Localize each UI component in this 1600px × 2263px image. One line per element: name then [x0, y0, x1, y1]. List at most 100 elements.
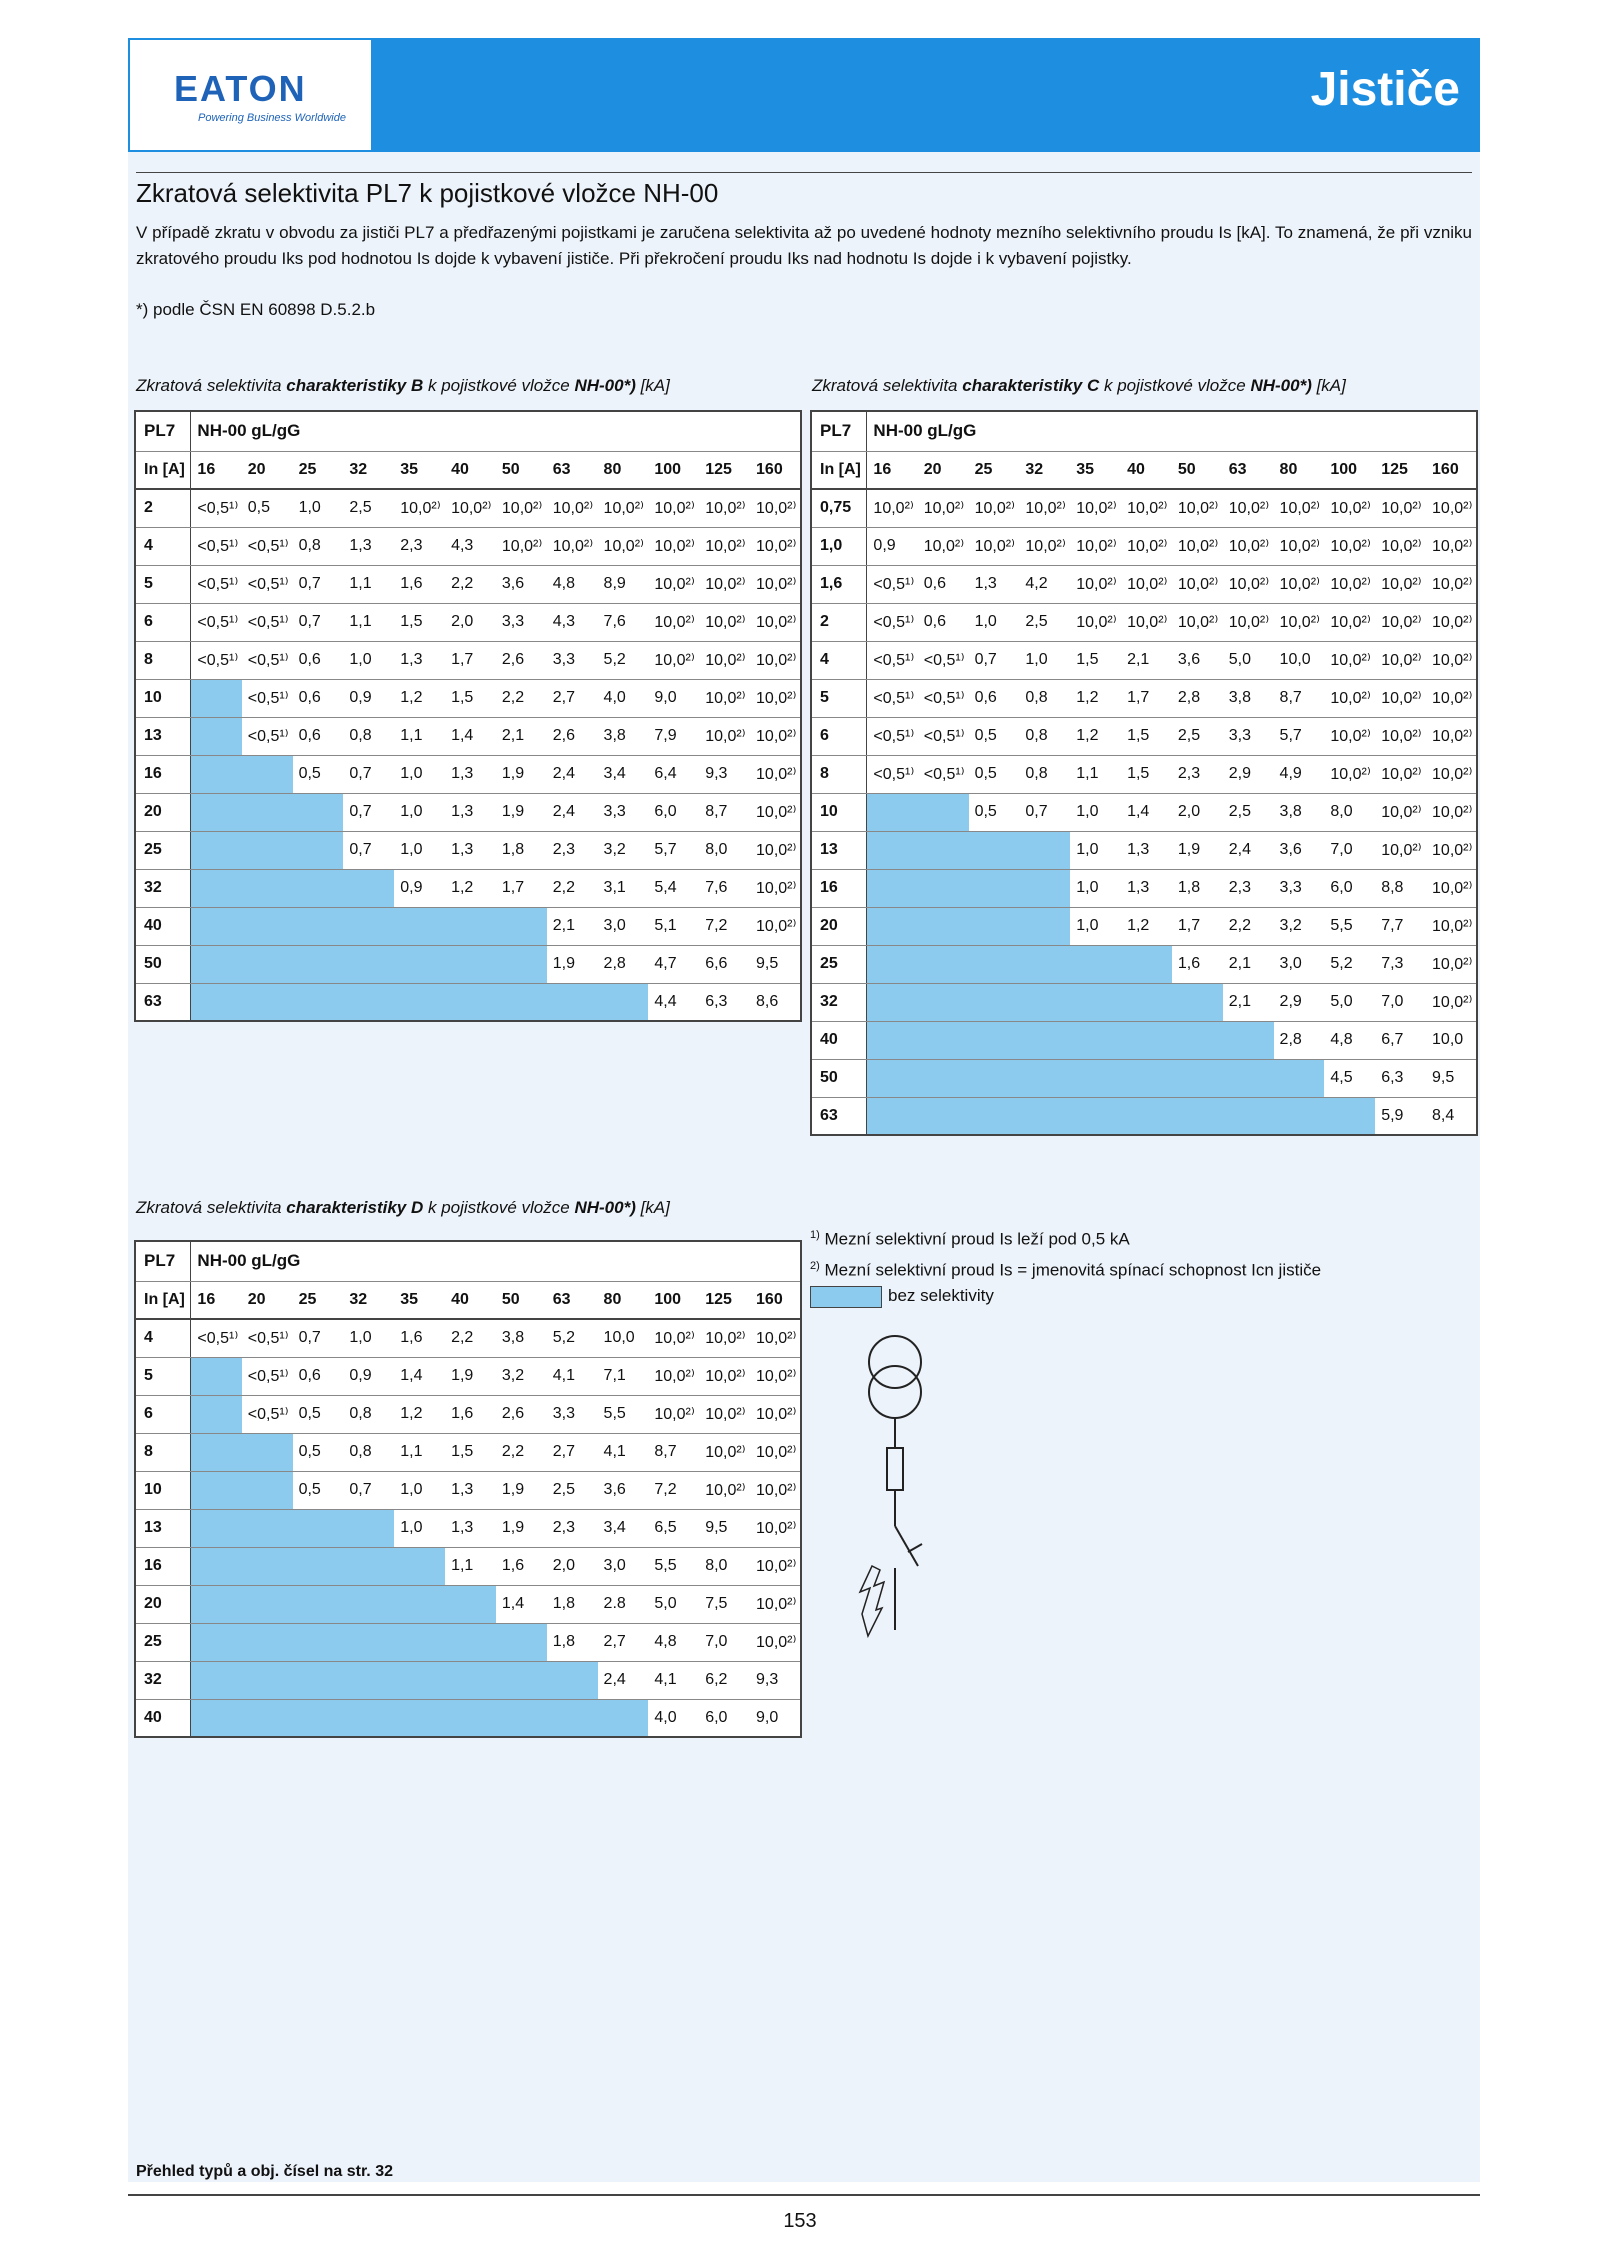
column-header: 32 [343, 451, 395, 490]
table-row: 40 2,1 3,0 5,1 7,2 10,0²⁾ [135, 907, 801, 946]
section-title: Jističe [1310, 63, 1460, 116]
value-cell: <0,5¹⁾ [866, 603, 918, 642]
value-cell: 10,0²⁾ [1070, 527, 1122, 566]
value-cell: 2,8 [597, 945, 649, 984]
value-cell: 6,7 [1375, 1021, 1427, 1060]
value-cell: <0,5¹⁾ [190, 527, 242, 566]
value-cell: 10,0²⁾ [1426, 489, 1477, 528]
value-cell: 1,0 [343, 641, 395, 680]
value-cell: 1,3 [343, 527, 395, 566]
column-header-row: In [A] 16 20 25 32 35 40 50 63 80 100 125 160 [811, 451, 1477, 490]
value-cell: 1,5 [1070, 641, 1122, 680]
value-cell: 2,3 [1222, 869, 1274, 908]
value-cell: 10,0²⁾ [1070, 603, 1122, 642]
row-header: 40 [135, 1699, 192, 1738]
row-header: 13 [135, 717, 192, 756]
header-row: PL7 NH-00 gL/gG [135, 1241, 801, 1282]
table-row: 6 <0,5¹⁾ <0,5¹⁾ 0,7 1,1 1,5 2,0 3,3 4,3 7,6 10,0²⁾… [135, 603, 801, 642]
value-cell: 5,5 [648, 1547, 700, 1586]
value-cell: 2.8 [597, 1585, 649, 1624]
value-cell: 0,5 [292, 755, 344, 794]
row-header: 20 [811, 907, 868, 946]
value-cell: 0,8 [1019, 755, 1071, 794]
value-cell: 1,0 [1070, 831, 1122, 870]
row-header: 16 [135, 1547, 192, 1586]
value-cell: 1,2 [394, 1395, 446, 1434]
value-cell: 10,0²⁾ [1273, 527, 1325, 566]
value-cell: 10,0²⁾ [1121, 527, 1172, 566]
legend-swatch [810, 1285, 882, 1308]
fuse-type-cell: NH-00 gL/gG [190, 1241, 801, 1282]
value-cell: <0,5¹⁾ [241, 717, 293, 756]
value-cell: 7,9 [648, 717, 700, 756]
value-cell: 0,6 [917, 565, 969, 604]
value-cell: 10,0²⁾ [699, 1319, 751, 1358]
table-row: 32 0,9 1,2 1,7 2,2 3,1 5,4 7,6 10,0²⁾ [135, 869, 801, 908]
value-cell: <0,5¹⁾ [190, 1319, 242, 1358]
value-cell: 8,7 [699, 793, 751, 832]
value-cell: 10,0²⁾ [750, 1585, 801, 1624]
value-cell: 2,1 [1222, 945, 1274, 984]
column-header: 50 [1171, 451, 1223, 490]
value-cell: 10,0²⁾ [750, 1433, 801, 1472]
row-header: 10 [811, 793, 868, 832]
table-row: 25 0,7 1,0 1,3 1,8 2,3 3,2 5,7 8,0 10,0²⁾ [135, 831, 801, 870]
value-cell: 2,3 [546, 1509, 598, 1548]
column-header: 63 [546, 451, 598, 490]
value-cell: 2,2 [495, 1433, 547, 1472]
column-header: 32 [343, 1281, 395, 1320]
value-cell: 7,0 [699, 1623, 751, 1662]
value-cell: 1,0 [394, 793, 446, 832]
value-cell: 10,0²⁾ [1375, 679, 1427, 718]
value-cell: 3,3 [495, 603, 547, 642]
column-header: 20 [241, 1281, 293, 1320]
column-header: 63 [546, 1281, 598, 1320]
value-cell: 1,2 [1070, 679, 1122, 718]
value-cell: 4,1 [597, 1433, 649, 1472]
value-cell: 10,0²⁾ [750, 641, 801, 680]
value-cell: <0,5¹⁾ [241, 565, 293, 604]
fuse-type-cell: NH-00 gL/gG [866, 411, 1477, 452]
value-cell: 4,9 [1273, 755, 1325, 794]
value-cell: 1,5 [1121, 717, 1172, 756]
value-cell: 1,9 [495, 793, 547, 832]
value-cell: <0,5¹⁾ [190, 489, 242, 528]
value-cell: 9,5 [750, 945, 801, 984]
value-cell: <0,5¹⁾ [917, 679, 969, 718]
table-row: 16 1,1 1,6 2,0 3,0 5,5 8,0 10,0²⁾ [135, 1547, 801, 1586]
value-cell: 2,5 [343, 489, 395, 528]
table-row: 1,6 <0,5¹⁾ 0,6 1,3 4,2 10,0²⁾ 10,0²⁾ 10,0²⁾ 10,0… [811, 565, 1477, 604]
value-cell: 10,0²⁾ [699, 1357, 751, 1396]
value-cell: 1,6 [394, 565, 446, 604]
no-selectivity-cell [190, 1547, 446, 1586]
value-cell: 0,9 [866, 527, 918, 566]
no-selectivity-cell [190, 717, 242, 756]
value-cell: 1,8 [546, 1585, 598, 1624]
column-header: 80 [1273, 451, 1325, 490]
value-cell: 6,0 [1324, 869, 1376, 908]
no-selectivity-cell [190, 755, 293, 794]
value-cell: 3,0 [1273, 945, 1325, 984]
value-cell: 10,0²⁾ [750, 1395, 801, 1434]
no-selectivity-cell [190, 907, 547, 946]
value-cell: 2,8 [1171, 679, 1223, 718]
no-selectivity-cell [190, 869, 395, 908]
selectivity-table-b: PL7 NH-00 gL/gG In [A] 16 20 25 32 35 40 50 63 80 10… [134, 410, 802, 1022]
table-row: 4 <0,5¹⁾ <0,5¹⁾ 0,8 1,3 2,3 4,3 10,0²⁾ 10,0²⁾ 10,… [135, 527, 801, 566]
value-cell: 10,0²⁾ [699, 603, 751, 642]
value-cell: 4,0 [597, 679, 649, 718]
value-cell: 1,3 [968, 565, 1020, 604]
value-cell: 8,0 [1324, 793, 1376, 832]
value-cell: 2,5 [546, 1471, 598, 1510]
row-header: 0,75 [811, 489, 868, 528]
value-cell: 1,1 [445, 1547, 496, 1586]
value-cell: 10,0²⁾ [1426, 907, 1477, 946]
value-cell: 1,9 [1171, 831, 1223, 870]
value-cell: 10,0²⁾ [750, 565, 801, 604]
value-cell: 3,8 [1222, 679, 1274, 718]
value-cell: 1,4 [445, 717, 496, 756]
value-cell: 10,0²⁾ [750, 717, 801, 756]
value-cell: 10,0²⁾ [1426, 641, 1477, 680]
table-row: 2 <0,5¹⁾ 0,5 1,0 2,5 10,0²⁾ 10,0²⁾ 10,0²⁾ 10,0²⁾… [135, 489, 801, 528]
value-cell: 0,5 [968, 755, 1020, 794]
